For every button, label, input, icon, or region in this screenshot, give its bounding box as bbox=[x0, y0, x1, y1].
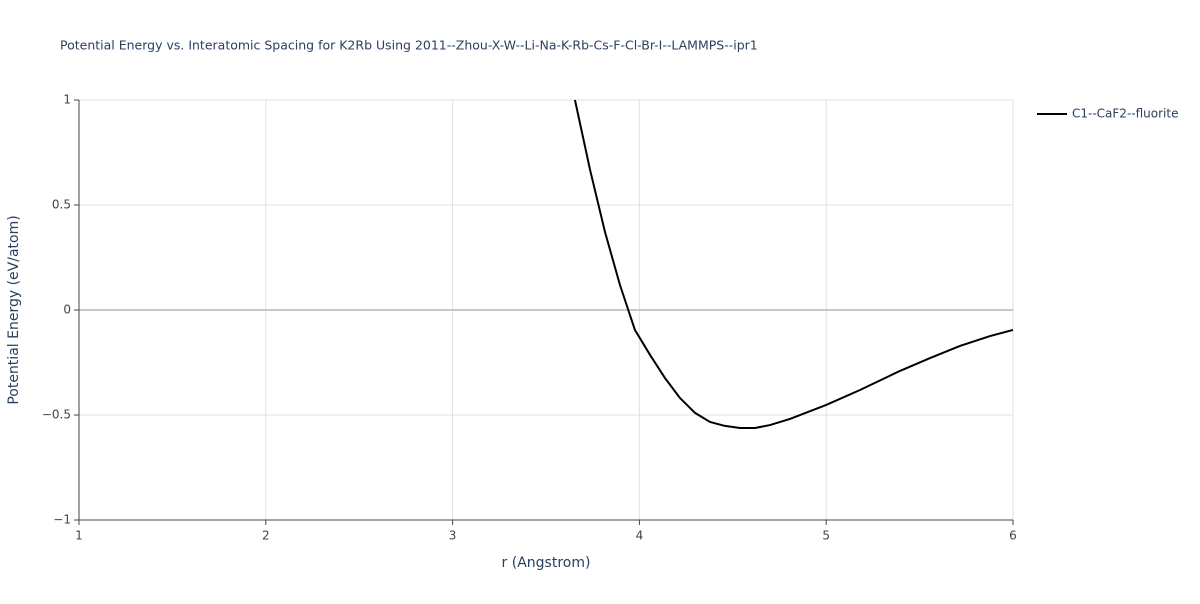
chart-title: Potential Energy vs. Interatomic Spacing… bbox=[60, 38, 758, 53]
x-tick-label: 4 bbox=[636, 529, 644, 543]
y-axis-label: Potential Energy (eV/atom) bbox=[6, 215, 22, 404]
y-tick-label: 0 bbox=[63, 303, 71, 317]
data-line bbox=[573, 99, 1014, 430]
x-tick-label: 2 bbox=[262, 529, 270, 543]
y-tick-label: −0.5 bbox=[42, 408, 71, 422]
y-tick-label: 1 bbox=[63, 93, 71, 107]
y-tick-label: −1 bbox=[53, 513, 71, 527]
x-tick-label: 5 bbox=[822, 529, 830, 543]
x-axis-label: r (Angstrom) bbox=[502, 555, 591, 571]
x-tick-label: 6 bbox=[1009, 529, 1017, 543]
y-tick-label: 0.5 bbox=[52, 198, 71, 212]
legend-label: C1--CaF2--fluorite bbox=[1072, 107, 1178, 121]
x-tick-label: 3 bbox=[449, 529, 457, 543]
x-tick-label: 1 bbox=[75, 529, 83, 543]
